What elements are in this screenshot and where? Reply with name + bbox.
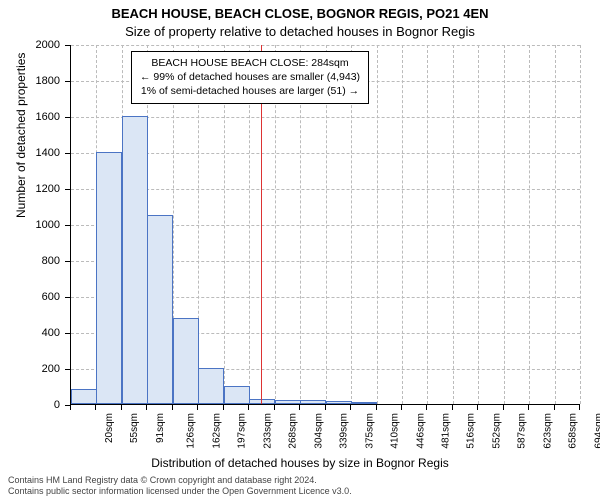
y-tick-label: 1800 — [20, 75, 60, 87]
x-tick — [121, 405, 122, 410]
footer-line: Contains HM Land Registry data © Crown c… — [8, 475, 352, 487]
y-tick-label: 1600 — [20, 111, 60, 123]
x-tick — [95, 405, 96, 410]
x-tick-label: 339sqm — [339, 413, 350, 449]
x-tick-label: 55sqm — [129, 413, 140, 443]
y-tick-label: 200 — [20, 363, 60, 375]
x-tick-label: 552sqm — [492, 413, 503, 449]
gridline-v — [453, 45, 454, 404]
chart-title: BEACH HOUSE, BEACH CLOSE, BOGNOR REGIS, … — [0, 6, 600, 21]
x-tick — [426, 405, 427, 410]
gridline-v — [427, 45, 428, 404]
x-tick-label: 694sqm — [594, 413, 600, 449]
histogram-bar — [275, 400, 301, 405]
x-tick-label: 268sqm — [288, 413, 299, 449]
x-tick — [223, 405, 224, 410]
x-tick — [452, 405, 453, 410]
x-tick-label: 304sqm — [314, 413, 325, 449]
x-tick — [70, 405, 71, 410]
x-tick-label: 481sqm — [441, 413, 452, 449]
x-tick — [503, 405, 504, 410]
gridline-v — [377, 45, 378, 404]
x-tick-label: 623sqm — [543, 413, 554, 449]
annotation-line: 1% of semi-detached houses are larger (5… — [140, 84, 360, 98]
x-tick — [274, 405, 275, 410]
x-tick — [197, 405, 198, 410]
histogram-bar — [96, 152, 122, 404]
y-tick-label: 800 — [20, 255, 60, 267]
footer-attribution: Contains HM Land Registry data © Crown c… — [8, 475, 352, 498]
annotation-box: BEACH HOUSE BEACH CLOSE: 284sqm ← 99% of… — [131, 51, 369, 104]
x-tick — [528, 405, 529, 410]
x-tick — [248, 405, 249, 410]
gridline-v — [580, 45, 581, 404]
y-tick — [65, 369, 70, 370]
y-tick — [65, 45, 70, 46]
y-tick-label: 600 — [20, 291, 60, 303]
y-tick-label: 1400 — [20, 147, 60, 159]
histogram-bar — [71, 389, 97, 404]
y-tick — [65, 189, 70, 190]
y-tick — [65, 225, 70, 226]
y-tick — [65, 153, 70, 154]
gridline-v — [478, 45, 479, 404]
y-tick-label: 2000 — [20, 39, 60, 51]
y-tick — [65, 297, 70, 298]
x-tick — [325, 405, 326, 410]
x-tick-label: 197sqm — [237, 413, 248, 449]
x-tick — [350, 405, 351, 410]
x-tick-label: 91sqm — [155, 413, 166, 443]
histogram-bar — [173, 318, 199, 404]
x-tick — [579, 405, 580, 410]
x-tick — [146, 405, 147, 410]
footer-line: Contains public sector information licen… — [8, 486, 352, 498]
histogram-bar — [122, 116, 148, 404]
gridline-v — [529, 45, 530, 404]
x-tick-label: 126sqm — [186, 413, 197, 449]
gridline-v — [555, 45, 556, 404]
y-tick — [65, 117, 70, 118]
histogram-bar — [147, 215, 173, 404]
x-tick — [376, 405, 377, 410]
x-tick-label: 233sqm — [263, 413, 274, 449]
x-tick-label: 587sqm — [517, 413, 528, 449]
x-tick-label: 446sqm — [416, 413, 427, 449]
x-axis-title: Distribution of detached houses by size … — [0, 456, 600, 470]
histogram-bar — [249, 399, 275, 404]
x-tick — [401, 405, 402, 410]
histogram-bar — [351, 402, 377, 404]
gridline-v — [402, 45, 403, 404]
x-tick-label: 410sqm — [390, 413, 401, 449]
histogram-bar — [224, 386, 250, 404]
chart-container: BEACH HOUSE, BEACH CLOSE, BOGNOR REGIS, … — [0, 0, 600, 500]
annotation-line: ← 99% of detached houses are smaller (4,… — [140, 70, 360, 84]
x-tick-label: 162sqm — [212, 413, 223, 449]
histogram-bar — [300, 400, 326, 404]
x-tick-label: 516sqm — [466, 413, 477, 449]
x-tick-label: 20sqm — [104, 413, 115, 443]
x-tick — [172, 405, 173, 410]
y-tick-label: 1000 — [20, 219, 60, 231]
y-tick — [65, 261, 70, 262]
y-tick — [65, 81, 70, 82]
x-tick — [477, 405, 478, 410]
y-tick-label: 1200 — [20, 183, 60, 195]
x-tick-label: 658sqm — [568, 413, 579, 449]
x-tick-label: 375sqm — [365, 413, 376, 449]
annotation-line: BEACH HOUSE BEACH CLOSE: 284sqm — [140, 56, 360, 70]
chart-subtitle: Size of property relative to detached ho… — [0, 24, 600, 39]
histogram-bar — [326, 401, 352, 404]
x-tick — [299, 405, 300, 410]
y-tick-label: 400 — [20, 327, 60, 339]
plot-area: BEACH HOUSE BEACH CLOSE: 284sqm ← 99% of… — [70, 45, 580, 405]
y-tick — [65, 333, 70, 334]
x-tick — [554, 405, 555, 410]
histogram-bar — [198, 368, 224, 404]
gridline-v — [504, 45, 505, 404]
y-tick-label: 0 — [20, 399, 60, 411]
